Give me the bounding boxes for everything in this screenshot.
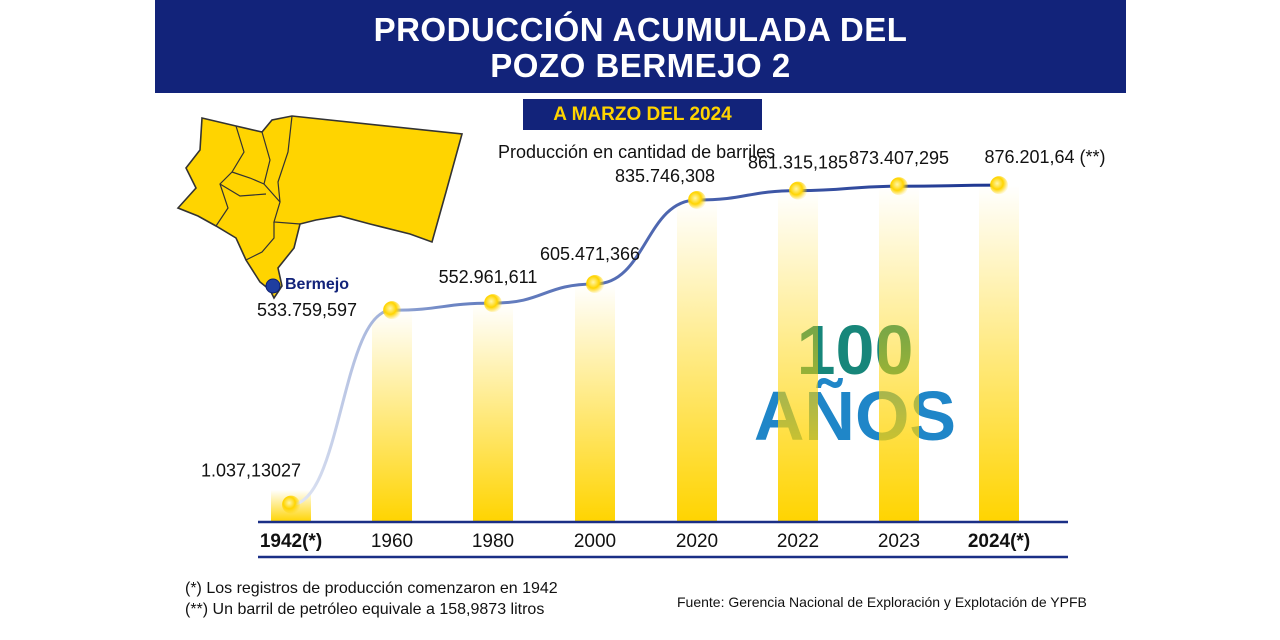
- data-label-2024(*): 876.201,64 (**): [984, 147, 1105, 167]
- footnote-start-year: (*) Los registros de producción comenzar…: [185, 580, 558, 597]
- x-tick-2000: 2000: [574, 531, 616, 552]
- x-tick-1980: 1980: [472, 531, 514, 552]
- data-point-2000: [586, 275, 604, 294]
- data-label-2020: 835.746,308: [615, 166, 715, 186]
- x-tick-2024(*): 2024(*): [968, 531, 1030, 552]
- map-location-label: Bermejo: [285, 276, 350, 293]
- source-credit: Fuente: Gerencia Nacional de Exploración…: [677, 594, 1087, 610]
- data-label-2000: 605.471,366: [540, 244, 640, 264]
- chart-title-line1: PRODUCCIÓN ACUMULADA DEL: [373, 11, 908, 48]
- data-label-2023: 873.407,295: [849, 148, 949, 168]
- data-point-2024(*): [990, 176, 1008, 195]
- data-label-1960: 533.759,597: [257, 300, 357, 320]
- data-point-2023: [890, 177, 908, 196]
- x-tick-2022: 2022: [777, 531, 819, 552]
- data-label-1980: 552.961,611: [439, 267, 538, 287]
- footnote-barrel-conversion: (**) Un barril de petróleo equivale a 15…: [185, 601, 545, 618]
- data-point-1942(*): [282, 495, 300, 514]
- x-tick-1942(*): 1942(*): [260, 531, 322, 552]
- unit-caption: Producción en cantidad de barriles: [498, 142, 776, 162]
- bar-1980: [473, 303, 513, 522]
- data-point-2020: [688, 190, 706, 209]
- bar-2022: [778, 190, 818, 522]
- data-label-1942(*): 1.037,13027: [201, 461, 301, 481]
- data-point-1960: [383, 301, 401, 320]
- x-tick-2023: 2023: [878, 531, 920, 552]
- title-banner: PRODUCCIÓN ACUMULADA DEL POZO BERMEJO 2: [155, 0, 1126, 93]
- x-tick-2020: 2020: [676, 531, 718, 552]
- bar-2024(*): [979, 185, 1019, 522]
- bar-2000: [575, 284, 615, 522]
- bar-2023: [879, 186, 919, 522]
- data-point-1980: [484, 294, 502, 313]
- chart-title-line2: POZO BERMEJO 2: [490, 47, 791, 84]
- bar-2020: [677, 199, 717, 523]
- data-point-2022: [789, 181, 807, 200]
- date-badge: A MARZO DEL 2024: [523, 99, 762, 130]
- data-label-2022: 861.315,185: [748, 153, 848, 173]
- tarija-map-icon: [176, 115, 464, 300]
- bar-1960: [372, 310, 412, 522]
- x-tick-1960: 1960: [371, 531, 413, 552]
- production-series-line: [290, 183, 1000, 507]
